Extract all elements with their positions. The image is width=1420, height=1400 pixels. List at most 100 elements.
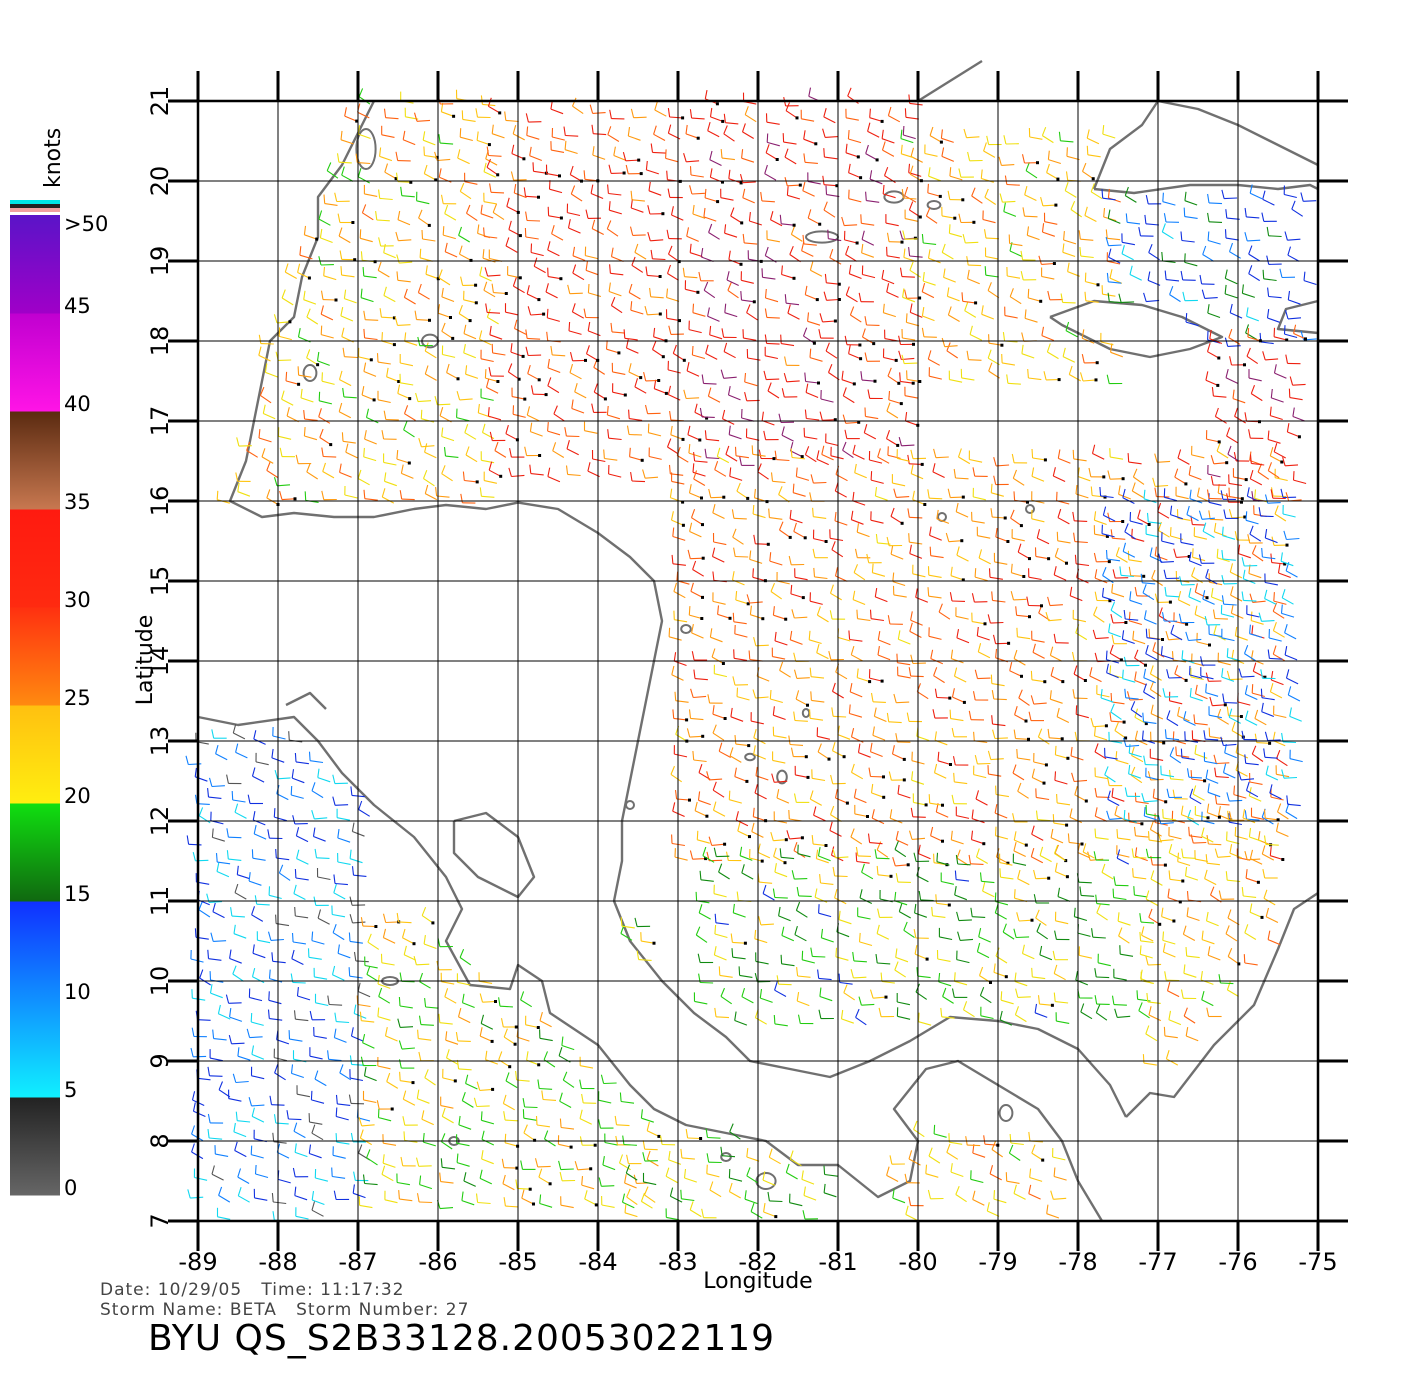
wind-barb-feather	[463, 1172, 467, 1182]
wind-barb	[213, 1038, 227, 1041]
wind-barb-feather	[945, 532, 950, 542]
wind-barb	[349, 975, 363, 979]
wind-barb	[950, 496, 964, 499]
wind-barb	[1003, 211, 1017, 217]
wind-barb-feather	[400, 464, 404, 474]
rain-flag-dot	[390, 1107, 394, 1111]
wind-barb-feather	[630, 199, 633, 209]
wind-barb-feather	[856, 609, 859, 619]
wind-barb-feather	[607, 184, 609, 194]
wind-barb-feather	[362, 1033, 366, 1043]
wind-barb	[858, 752, 871, 758]
wind-barb	[1050, 675, 1064, 683]
wind-barb-feather	[1273, 443, 1278, 452]
wind-barb	[1229, 251, 1241, 259]
rain-flag-dot	[859, 176, 863, 180]
wind-barb	[547, 430, 561, 436]
wind-barb-feather	[207, 1066, 211, 1076]
rain-flag-dot	[1042, 781, 1046, 785]
wind-barb-feather	[950, 830, 953, 840]
wind-barb	[798, 895, 812, 897]
wind-barb-feather	[508, 220, 512, 230]
wind-barb-feather	[273, 477, 278, 486]
wind-barb-feather	[993, 475, 997, 485]
wind-barb-feather	[718, 742, 723, 752]
wind-barb-feather	[297, 263, 301, 273]
wind-barb-feather	[304, 491, 307, 501]
wind-barb	[909, 516, 923, 519]
wind-barb	[235, 751, 248, 759]
wind-barb-feather	[1260, 688, 1263, 698]
wind-barb-feather	[485, 1050, 488, 1060]
wind-barb-feather	[1183, 1007, 1188, 1017]
wind-barb-feather	[1053, 992, 1056, 1002]
wind-barb-feather	[714, 1007, 717, 1017]
wind-barb	[1085, 300, 1099, 303]
wind-barb-feather	[942, 987, 947, 997]
wind-barb	[804, 161, 818, 164]
wind-barb	[381, 1173, 394, 1182]
wind-barb	[956, 637, 970, 644]
wind-barb-feather	[1111, 634, 1115, 644]
wind-barb	[218, 1194, 231, 1203]
wind-barb-feather	[802, 181, 806, 191]
wind-barb	[456, 417, 470, 422]
wind-barb-feather	[286, 1110, 289, 1120]
wind-barb	[785, 110, 798, 119]
rain-flag-dot	[334, 298, 338, 302]
wind-barb	[382, 1162, 396, 1168]
wind-barb-feather	[295, 827, 300, 837]
wind-barb	[881, 278, 895, 285]
wind-barb-feather	[1128, 566, 1132, 576]
wind-barb	[830, 592, 842, 601]
wind-barb-feather	[676, 571, 679, 581]
wind-barb-feather	[1169, 747, 1175, 757]
wind-barb-feather	[1107, 209, 1111, 219]
wind-barb-feather	[418, 972, 424, 982]
wind-barb	[886, 291, 899, 298]
rain-flag-dot	[792, 276, 796, 280]
wind-barb	[399, 1198, 413, 1202]
wind-barb	[357, 111, 370, 119]
wind-barb-feather	[971, 809, 974, 819]
wind-barb	[363, 370, 377, 377]
wind-barb	[295, 1018, 309, 1022]
wind-barb-feather	[1124, 787, 1128, 797]
colorbar-segment	[10, 509, 60, 608]
wind-barb	[773, 856, 786, 864]
wind-barb	[314, 1078, 327, 1087]
wind-barb-feather	[258, 346, 262, 356]
wind-barb	[525, 236, 539, 240]
wind-barb-feather	[805, 383, 809, 393]
wind-barb-feather	[323, 194, 326, 204]
wind-barb	[1063, 239, 1077, 245]
wind-barb	[894, 969, 907, 978]
wind-barb-feather	[484, 369, 487, 379]
wind-barb-feather	[1106, 272, 1109, 282]
wind-barb	[772, 656, 786, 660]
wind-barb-feather	[1026, 596, 1030, 606]
rain-flag-dot	[412, 942, 416, 946]
rain-flag-dot	[1040, 604, 1043, 608]
rain-flag-dot	[1240, 500, 1243, 504]
wind-barb	[895, 839, 909, 846]
wind-barb	[1055, 754, 1069, 759]
wind-barb-feather	[1050, 666, 1054, 676]
wind-barb-feather	[1229, 563, 1234, 573]
wind-barb	[742, 131, 754, 139]
wind-barb	[464, 479, 478, 483]
wind-barb	[357, 1003, 371, 1008]
rain-flag-dot	[723, 717, 727, 720]
wind-barb-feather	[292, 1167, 296, 1177]
rain-flag-dot	[496, 173, 500, 177]
wind-barb-feather	[1263, 835, 1267, 845]
wind-barb	[1265, 817, 1279, 821]
wind-barb-feather	[303, 427, 306, 437]
wind-barb	[1128, 559, 1142, 563]
wind-barb-feather	[1149, 665, 1154, 675]
wind-barb	[876, 857, 890, 860]
wind-barb-feather	[950, 649, 954, 659]
wind-barb	[364, 498, 378, 501]
wind-barb	[1273, 600, 1287, 605]
wind-barb-feather	[953, 468, 957, 479]
